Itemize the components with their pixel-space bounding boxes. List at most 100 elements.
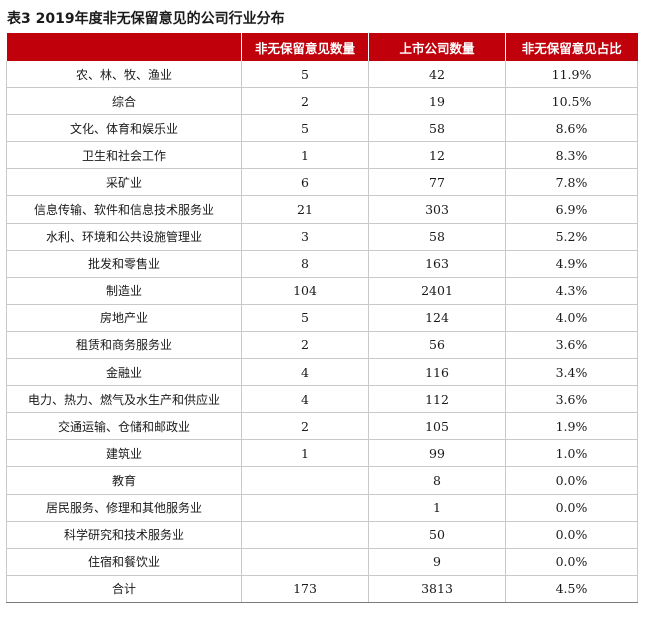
industry-distribution-table: 非无保留意见数量 上市公司数量 非无保留意见占比 农、林、牧、渔业 5 42 11.9… (6, 33, 638, 603)
industry-cell: 房地产业 (6, 304, 242, 332)
listed-count-cell: 105 (368, 412, 506, 441)
qualified-ratio-cell: 1.0% (505, 439, 638, 468)
header-row: 非无保留意见数量 上市公司数量 非无保留意见占比 (6, 33, 638, 61)
qualified-ratio-cell: 6.9% (505, 195, 638, 224)
qualified-count-cell: 5 (241, 114, 369, 143)
listed-count-cell: 77 (368, 168, 506, 197)
qualified-ratio-cell: 3.4% (505, 358, 638, 387)
header-qualified-count: 非无保留意见数量 (241, 33, 369, 61)
listed-count-cell: 19 (368, 87, 506, 116)
table-row: 文化、体育和娱乐业 5 58 8.6% (6, 114, 638, 143)
table-row: 制造业 104 2401 4.3% (6, 277, 638, 305)
table-row: 科学研究和技术服务业 50 0.0% (6, 521, 638, 549)
industry-cell: 租赁和商务服务业 (6, 331, 242, 360)
qualified-count-cell: 1 (241, 141, 369, 170)
qualified-ratio-cell: 0.0% (505, 521, 638, 549)
qualified-ratio-cell: 4.0% (505, 304, 638, 332)
table-row: 合计 173 3813 4.5% (6, 575, 638, 603)
qualified-ratio-cell: 4.3% (505, 277, 638, 305)
table-caption: 表3 2019年度非无保留意见的公司行业分布 (7, 11, 285, 27)
qualified-count-cell: 173 (241, 575, 369, 603)
industry-cell: 交通运输、仓储和邮政业 (6, 412, 242, 441)
industry-cell: 电力、热力、燃气及水生产和供应业 (6, 385, 242, 414)
qualified-ratio-cell: 5.2% (505, 223, 638, 251)
header-qualified-ratio: 非无保留意见占比 (505, 33, 638, 61)
qualified-ratio-cell: 7.8% (505, 168, 638, 197)
listed-count-cell: 2401 (368, 277, 506, 305)
qualified-count-cell: 2 (241, 412, 369, 441)
qualified-ratio-cell: 0.0% (505, 466, 638, 495)
industry-cell: 金融业 (6, 358, 242, 387)
table-row: 采矿业 6 77 7.8% (6, 168, 638, 197)
qualified-count-cell: 5 (241, 61, 369, 89)
table-row: 电力、热力、燃气及水生产和供应业 4 112 3.6% (6, 385, 638, 414)
table-row: 居民服务、修理和其他服务业 1 0.0% (6, 494, 638, 522)
table-row: 交通运输、仓储和邮政业 2 105 1.9% (6, 412, 638, 441)
qualified-count-cell (241, 466, 369, 495)
listed-count-cell: 112 (368, 385, 506, 414)
table-row: 租赁和商务服务业 2 56 3.6% (6, 331, 638, 360)
industry-cell: 住宿和餐饮业 (6, 548, 242, 576)
qualified-ratio-cell: 3.6% (505, 385, 638, 414)
qualified-ratio-cell: 8.3% (505, 141, 638, 170)
listed-count-cell: 124 (368, 304, 506, 332)
listed-count-cell: 3813 (368, 575, 506, 603)
industry-cell: 卫生和社会工作 (6, 141, 242, 170)
qualified-count-cell: 2 (241, 87, 369, 116)
qualified-ratio-cell: 0.0% (505, 548, 638, 576)
qualified-ratio-cell: 3.6% (505, 331, 638, 360)
listed-count-cell: 12 (368, 141, 506, 170)
table-row: 房地产业 5 124 4.0% (6, 304, 638, 332)
listed-count-cell: 163 (368, 250, 506, 278)
qualified-ratio-cell: 10.5% (505, 87, 638, 116)
qualified-count-cell: 2 (241, 331, 369, 360)
listed-count-cell: 99 (368, 439, 506, 468)
qualified-count-cell: 21 (241, 195, 369, 224)
industry-cell: 建筑业 (6, 439, 242, 468)
qualified-count-cell: 3 (241, 223, 369, 251)
qualified-count-cell (241, 548, 369, 576)
qualified-count-cell: 104 (241, 277, 369, 305)
industry-cell: 农、林、牧、渔业 (6, 61, 242, 89)
industry-cell: 批发和零售业 (6, 250, 242, 278)
industry-cell: 居民服务、修理和其他服务业 (6, 494, 242, 522)
industry-cell: 文化、体育和娱乐业 (6, 114, 242, 143)
qualified-count-cell: 1 (241, 439, 369, 468)
qualified-ratio-cell: 1.9% (505, 412, 638, 441)
industry-cell: 综合 (6, 87, 242, 116)
qualified-count-cell (241, 521, 369, 549)
listed-count-cell: 116 (368, 358, 506, 387)
qualified-ratio-cell: 4.9% (505, 250, 638, 278)
qualified-ratio-cell: 11.9% (505, 61, 638, 89)
listed-count-cell: 42 (368, 61, 506, 89)
table-row: 教育 8 0.0% (6, 466, 638, 495)
table-row: 农、林、牧、渔业 5 42 11.9% (6, 61, 638, 89)
industry-cell: 制造业 (6, 277, 242, 305)
industry-cell: 采矿业 (6, 168, 242, 197)
table-row: 卫生和社会工作 1 12 8.3% (6, 141, 638, 170)
table-row: 综合 2 19 10.5% (6, 87, 638, 116)
qualified-count-cell: 8 (241, 250, 369, 278)
qualified-count-cell: 4 (241, 385, 369, 414)
table-row: 住宿和餐饮业 9 0.0% (6, 548, 638, 576)
industry-cell: 科学研究和技术服务业 (6, 521, 242, 549)
header-listed-count: 上市公司数量 (368, 33, 506, 61)
qualified-ratio-cell: 8.6% (505, 114, 638, 143)
listed-count-cell: 1 (368, 494, 506, 522)
qualified-count-cell: 5 (241, 304, 369, 332)
listed-count-cell: 58 (368, 114, 506, 143)
listed-count-cell: 58 (368, 223, 506, 251)
header-industry (6, 33, 242, 61)
industry-cell: 教育 (6, 466, 242, 495)
table-row: 建筑业 1 99 1.0% (6, 439, 638, 468)
listed-count-cell: 9 (368, 548, 506, 576)
table-row: 信息传输、软件和信息技术服务业 21 303 6.9% (6, 195, 638, 224)
qualified-ratio-cell: 4.5% (505, 575, 638, 603)
table-row: 水利、环境和公共设施管理业 3 58 5.2% (6, 223, 638, 251)
table-row: 金融业 4 116 3.4% (6, 358, 638, 387)
qualified-count-cell: 6 (241, 168, 369, 197)
qualified-count-cell: 4 (241, 358, 369, 387)
industry-cell: 合计 (6, 575, 242, 603)
table-row: 批发和零售业 8 163 4.9% (6, 250, 638, 278)
listed-count-cell: 303 (368, 195, 506, 224)
